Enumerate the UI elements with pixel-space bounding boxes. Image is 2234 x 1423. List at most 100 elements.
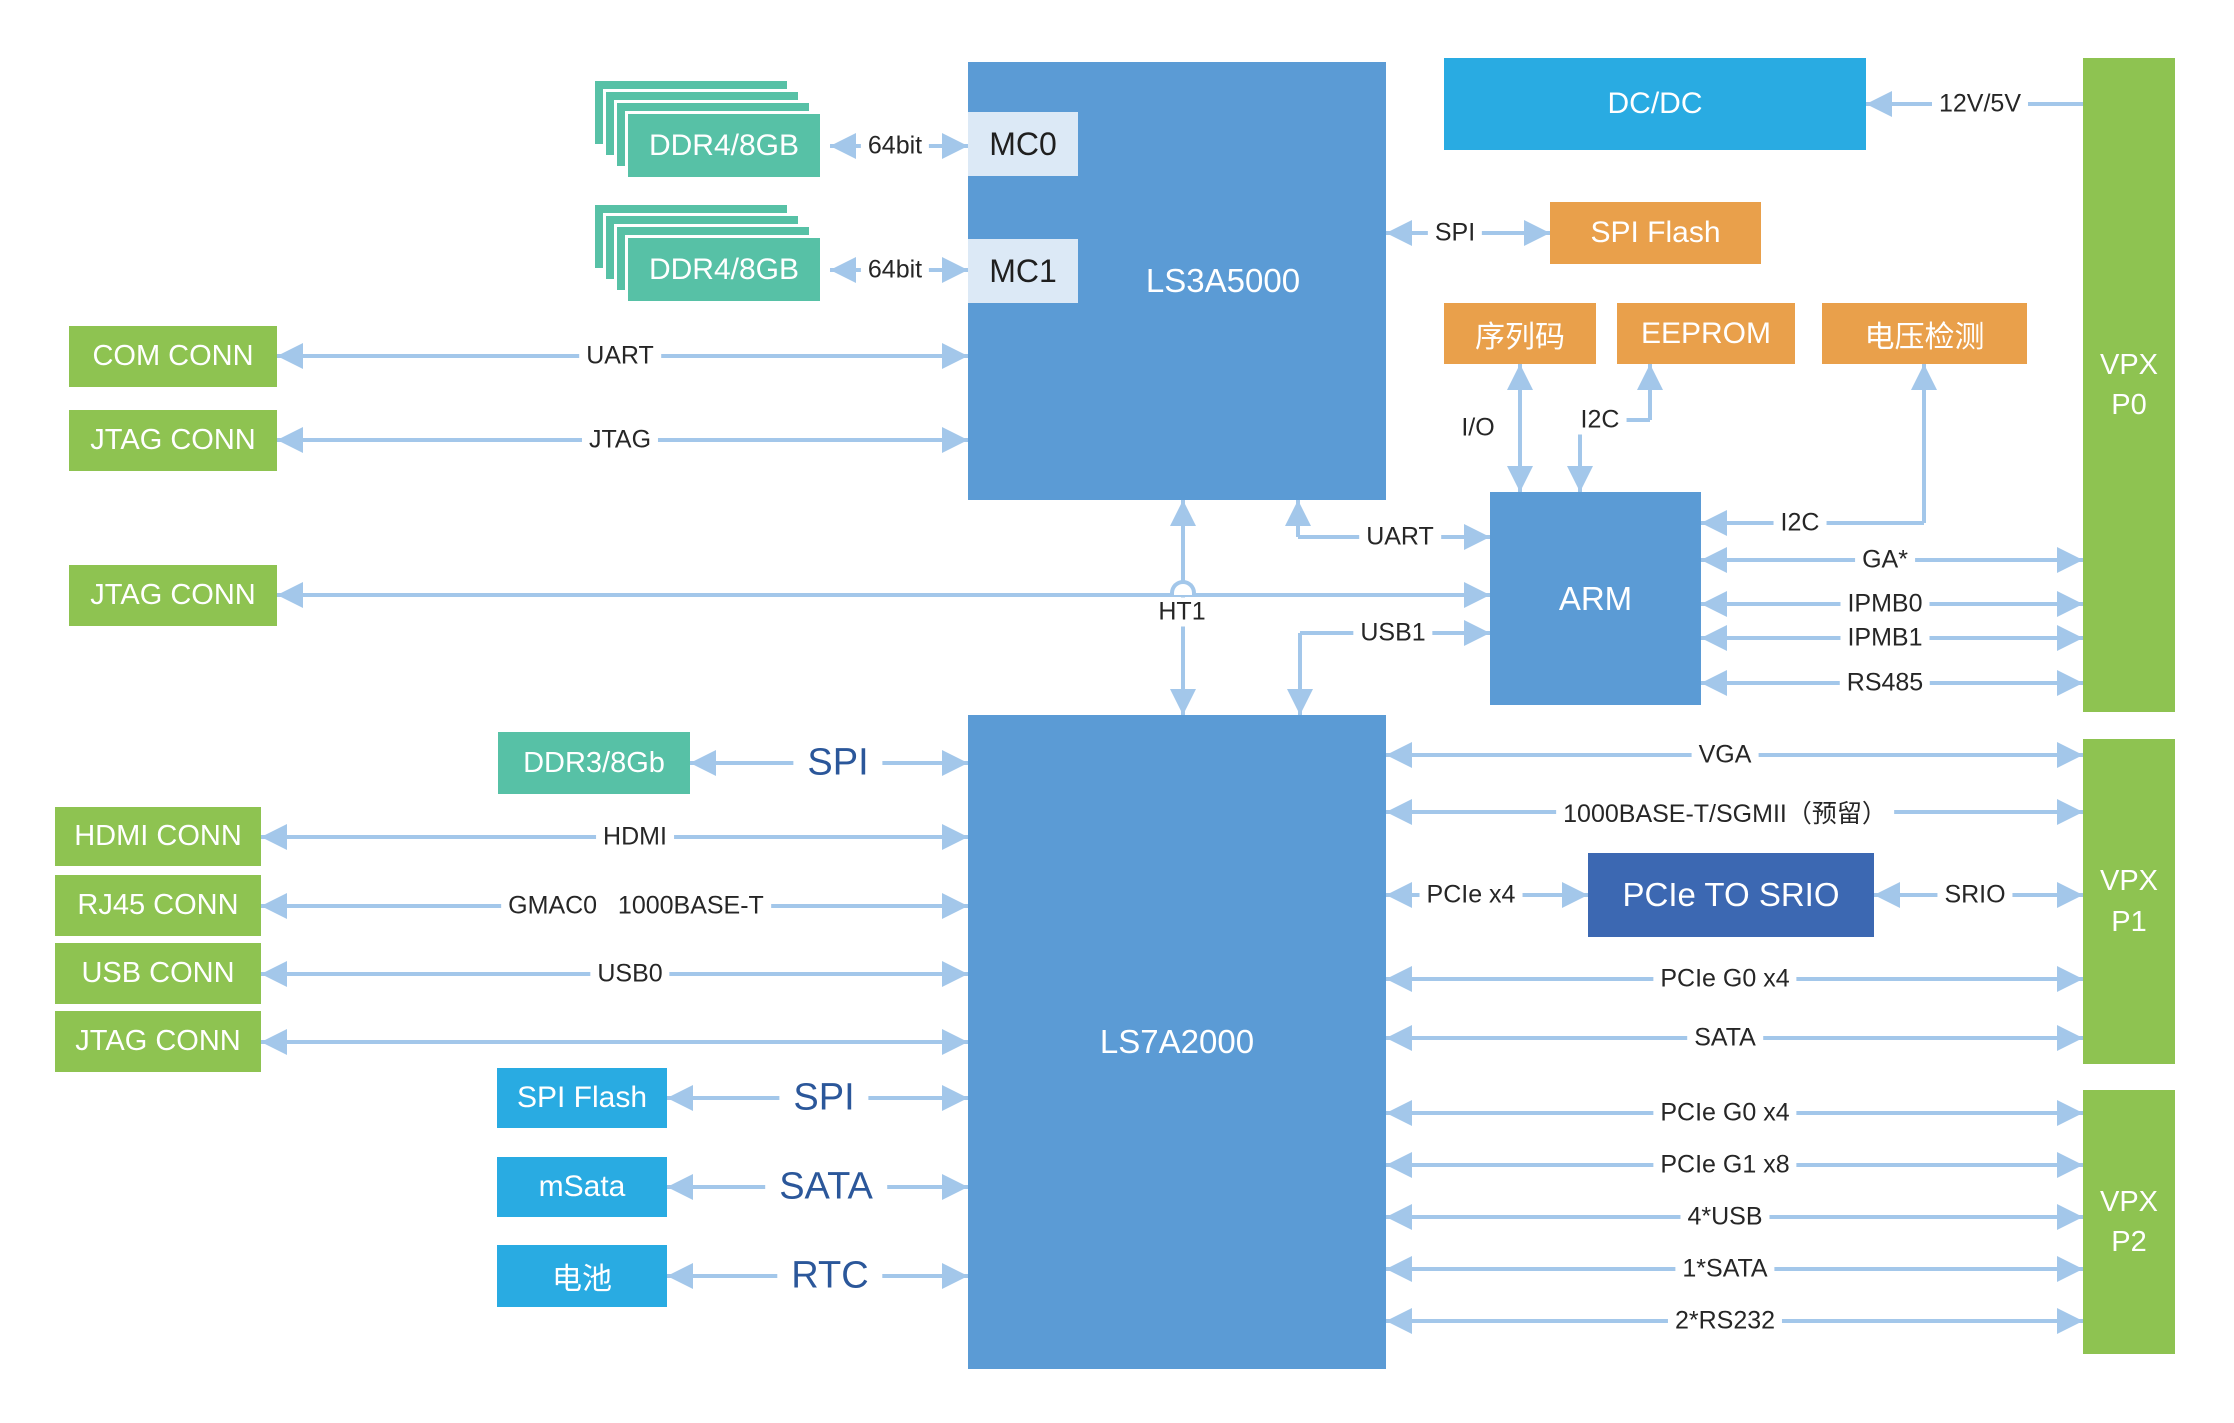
arrowhead-l (1386, 966, 1412, 992)
arrowhead-l (277, 343, 303, 369)
block-ddr3: DDR3/8Gb (498, 732, 690, 794)
voltage-detect-label: 电压检测 (1864, 320, 1985, 354)
arrowhead-r (942, 893, 968, 919)
block-spi-flash-bottom: SPI Flash (497, 1068, 667, 1128)
ddr4-stack-1-label: DDR4/8GB (648, 128, 800, 162)
arrowhead-l (277, 582, 303, 608)
arrowhead-l (830, 257, 856, 283)
arrowhead-r (942, 1085, 968, 1111)
arrowhead-l (1386, 1256, 1412, 1282)
mc1-label: MC1 (989, 252, 1057, 289)
arrowhead-r (942, 824, 968, 850)
block-jtag-conn-3: JTAG CONN (55, 1011, 261, 1072)
edge-label: RS485 (1839, 668, 1931, 698)
jtag-conn-3-label: JTAG CONN (75, 1025, 241, 1057)
edge-label: GA* (1855, 545, 1915, 575)
hdmi-conn-label: HDMI CONN (74, 820, 242, 852)
arrowhead-l (1386, 1152, 1412, 1178)
edge-label: 4*USB (1680, 1202, 1770, 1232)
arrowhead-r (2057, 670, 2083, 696)
arrowhead-l (1701, 625, 1727, 651)
block-msata: mSata (497, 1157, 667, 1217)
edge-label: 64bit (860, 131, 930, 161)
battery-label: 电池 (552, 1263, 612, 1296)
arrowhead-l (830, 133, 856, 159)
arrowhead-l (667, 1263, 693, 1289)
arrowhead-r (942, 961, 968, 987)
edge-label: HT1 (1151, 597, 1213, 627)
block-spi-flash-top: SPI Flash (1550, 202, 1761, 264)
arrowhead-l (1386, 799, 1412, 825)
block-battery: 电池 (497, 1245, 667, 1307)
edge-label: SPI (779, 1076, 869, 1120)
block-usb-conn: USB CONN (55, 943, 261, 1004)
arrowhead-r (2057, 1256, 2083, 1282)
arrowhead-r (1464, 524, 1490, 550)
edge-label: HDMI (596, 822, 674, 852)
arrowhead-l (1701, 670, 1727, 696)
jtag-conn-2-label: JTAG CONN (90, 579, 256, 611)
edge-label: I2C (1773, 508, 1827, 538)
arrowhead-l (690, 750, 716, 776)
edge-label: I/O (1454, 413, 1502, 443)
arrowhead-r (942, 1029, 968, 1055)
block-com-conn: COM CONN (69, 326, 277, 387)
ls3a5000-label: LS3A5000 (1145, 262, 1301, 299)
block-mc1: MC1 (968, 239, 1078, 303)
edge-label: USB1 (1353, 618, 1433, 648)
msata-label: mSata (538, 1170, 626, 1203)
edge-label: UART (579, 341, 661, 371)
arrowhead-l (1386, 1308, 1412, 1334)
edge-line (1518, 364, 1522, 492)
arrowhead-l (667, 1174, 693, 1200)
block-dcdc: DC/DC (1444, 58, 1866, 150)
eeprom-label: EEPROM (1640, 316, 1772, 350)
edge-label: IPMB0 (1840, 589, 1930, 619)
arrowhead-l (1386, 220, 1412, 246)
arrowhead-r (942, 1174, 968, 1200)
edge-label: PCIe G1 x8 (1653, 1150, 1797, 1180)
block-ddr4-stack-1: DDR4/8GB (625, 111, 823, 180)
arrowhead-r (2057, 1152, 2083, 1178)
arrowhead-d (1287, 689, 1313, 715)
edge-line (1298, 633, 1302, 715)
edge-label: UART (1359, 522, 1441, 552)
block-hdmi-conn: HDMI CONN (55, 807, 261, 866)
arrowhead-l (667, 1085, 693, 1111)
vpx-p1-label-line1: P1 (2111, 905, 2147, 938)
arrowhead-l (261, 893, 287, 919)
block-vpx-p2: VPX P2 (2083, 1090, 2175, 1354)
arrowhead-r (2057, 882, 2083, 908)
block-rj45-conn: RJ45 CONN (55, 875, 261, 936)
block-serial-code: 序列码 (1444, 303, 1596, 364)
vpx-p1-label-line0: VPX (2099, 865, 2159, 898)
rj45-conn-label: RJ45 CONN (77, 889, 239, 921)
edge-line (277, 593, 1490, 597)
arrowhead-l (1701, 547, 1727, 573)
arrowhead-l (1386, 1204, 1412, 1230)
arrowhead-r (942, 427, 968, 453)
arrowhead-r (2057, 1308, 2083, 1334)
block-ddr4-stack-2: DDR4/8GB (625, 235, 823, 304)
block-voltage-detect: 电压检测 (1822, 303, 2027, 364)
serial-code-label: 序列码 (1475, 320, 1565, 354)
arrowhead-d (1170, 689, 1196, 715)
spi-flash-bottom-label: SPI Flash (516, 1081, 648, 1114)
spi-flash-top-label: SPI Flash (1590, 216, 1721, 249)
arrowhead-r (2057, 1204, 2083, 1230)
edge-line (1922, 364, 1926, 523)
arrowhead-r (942, 133, 968, 159)
arrowhead-l (1386, 1025, 1412, 1051)
block-arm: ARM (1490, 492, 1701, 705)
edge-label: 1*SATA (1675, 1254, 1775, 1284)
arrowhead-r (942, 1263, 968, 1289)
com-conn-label: COM CONN (92, 340, 254, 372)
dcdc-label: DC/DC (1607, 87, 1703, 120)
arrowhead-l (1866, 91, 1892, 117)
arrowhead-r (2057, 547, 2083, 573)
arrowhead-r (1562, 882, 1588, 908)
ddr4-stack-2-label: DDR4/8GB (648, 252, 800, 286)
edge-label: VGA (1691, 740, 1759, 770)
mc0-label: MC0 (989, 125, 1057, 162)
